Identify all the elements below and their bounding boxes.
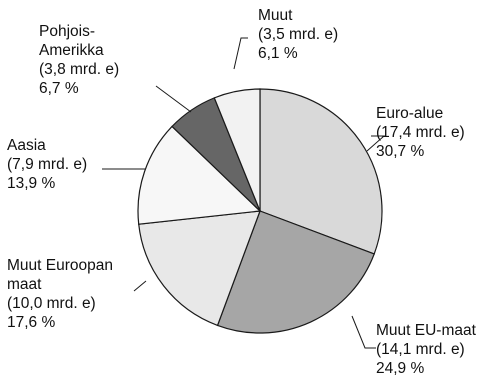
slice-label-line: 30,7 % (376, 143, 424, 160)
slice-label-muut-eu-maat: Muut EU-maat (14,1 mrd. e) 24,9 % (376, 322, 477, 377)
slice-label-line: maat (7, 276, 42, 293)
slice-label-line: (7,9 mrd. e) (7, 156, 87, 173)
leader-line-muut (233, 37, 248, 70)
slice-label-muut-euroopan-maat: Muut Euroopan maat (10,0 mrd. e) 17,6 % (7, 257, 113, 331)
leader-line-euro-alue (366, 135, 386, 152)
slice-label-pohjois-amerikka: Pohjois- Amerikka (3,8 mrd. e) 6,7 % (39, 23, 119, 97)
slices-layer (137, 88, 383, 334)
slice-label-line: Muut EU-maat (376, 322, 477, 339)
labels-layer: Euro-alue (17,4 mrd. e) 30,7 % Muut EU-maat… (7, 7, 477, 377)
slice-label-line: Muut Euroopan (7, 257, 113, 274)
slice-label-line: (14,1 mrd. e) (376, 341, 465, 358)
slice-label-line: 24,9 % (376, 360, 424, 377)
leader-line-muut-eu-maat (351, 315, 376, 349)
slice-label-line: Aasia (7, 137, 46, 154)
slice-label-euro-alue: Euro-alue (17,4 mrd. e) 30,7 % (376, 105, 465, 160)
slice-label-line: Euro-alue (376, 105, 443, 122)
slice-label-muut: Muut (3,5 mrd. e) 6,1 % (258, 7, 338, 62)
slice-label-line: 6,7 % (39, 80, 79, 97)
slice-label-line: 17,6 % (7, 314, 55, 331)
slice-label-line: 13,9 % (7, 175, 55, 192)
pie-slice-muut-eu-maat (216, 210, 375, 334)
slice-label-line: (3,8 mrd. e) (39, 61, 119, 78)
pie-slice-muut (213, 88, 261, 212)
leader-line-pohjois-amerikka (155, 85, 192, 113)
slice-label-line: (3,5 mrd. e) (258, 26, 338, 43)
leaders-layer (102, 37, 386, 349)
leader-line-muut-euroopan-maat (133, 280, 147, 292)
slice-label-line: Amerikka (39, 42, 104, 59)
slice-label-line: (17,4 mrd. e) (376, 124, 465, 141)
slice-label-aasia: Aasia (7,9 mrd. e) 13,9 % (7, 137, 87, 192)
slice-label-line: 6,1 % (258, 45, 298, 62)
pie-slice-aasia (137, 125, 262, 225)
pie-slice-muut-euroopan-maat (138, 210, 261, 327)
slice-label-line: Pohjois- (39, 23, 95, 40)
slice-label-line: Muut (258, 7, 293, 24)
pie-slice-euro-alue (259, 88, 383, 255)
slice-label-line: (10,0 mrd. e) (7, 295, 96, 312)
